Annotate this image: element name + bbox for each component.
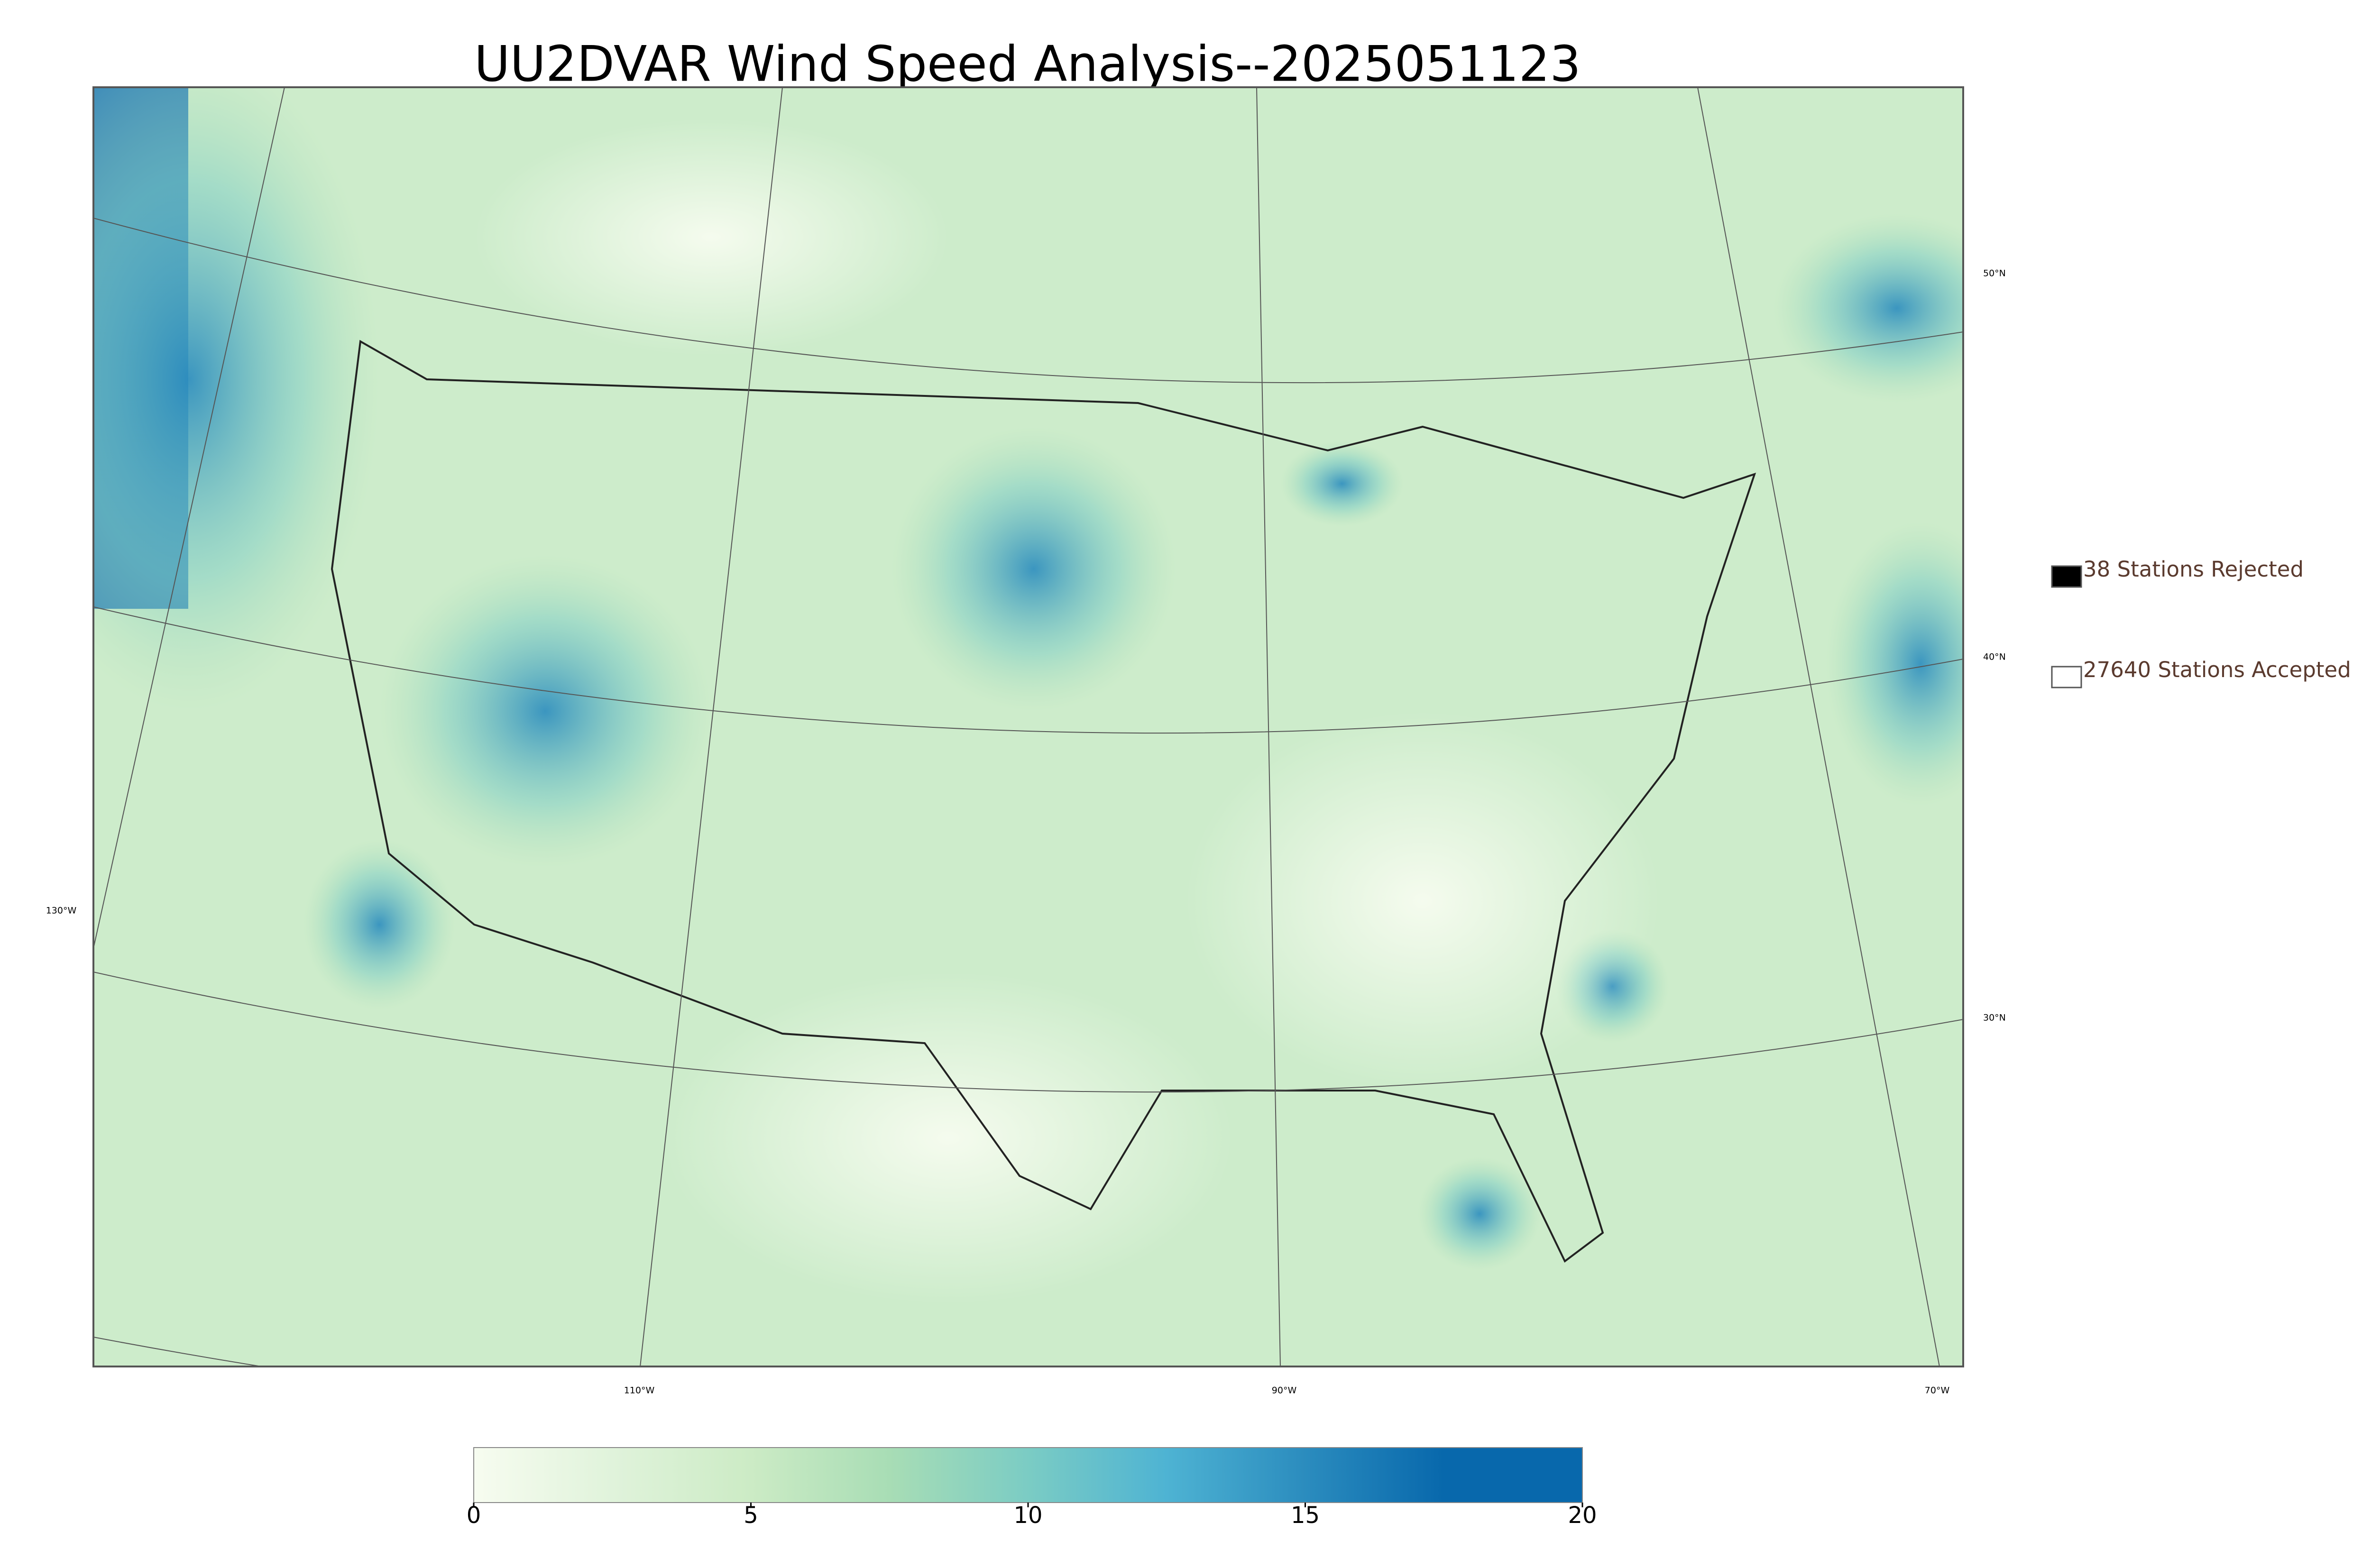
legend-swatch: [2051, 565, 2082, 588]
wind-blob: [1280, 441, 1404, 526]
calm-area: [664, 972, 1233, 1304]
legend-label: 27640 Stations Accepted: [2083, 657, 2351, 682]
legend: 38 Stations Rejected 27640 Stations Accep…: [2051, 557, 2351, 688]
map-frame: [92, 86, 1964, 1367]
lat-label: 30°N: [1983, 1013, 2006, 1023]
coastline: [331, 339, 1756, 1263]
colorbar-tick-label: 0: [467, 1502, 481, 1529]
title: UU2DVAR Wind Speed Analysis--2025051123: [474, 36, 1581, 92]
wind-blob: [379, 555, 711, 868]
colorbar-tick-label: 5: [744, 1502, 758, 1529]
wind-blob: [93, 87, 379, 711]
colorbar: 0 5 10 15 20: [467, 1447, 1597, 1529]
legend-label: 38 Stations Rejected: [2083, 557, 2304, 582]
colorbar-scale: [473, 1447, 1583, 1503]
wind-blob: [891, 427, 1176, 711]
colorbar-tick-label: 15: [1291, 1502, 1320, 1529]
calm-area: [1186, 711, 1660, 1091]
wind-blob: [1418, 1157, 1541, 1271]
colorbar-tick-label: 20: [1568, 1502, 1597, 1529]
legend-swatch: [2051, 666, 2082, 688]
graticule: [93, 87, 1940, 1366]
lon-label: 130°W: [46, 906, 77, 916]
colorbar-tick-label: 10: [1013, 1502, 1042, 1529]
map: [93, 87, 1963, 1366]
lon-label: 110°W: [624, 1385, 655, 1396]
lat-label: 40°N: [1983, 652, 2006, 662]
lat-label: 50°N: [1983, 268, 2006, 279]
lon-label: 90°W: [1272, 1385, 1297, 1396]
lon-label: 70°W: [1925, 1385, 1950, 1396]
wind-blob: [1826, 522, 1963, 806]
calm-area: [474, 119, 948, 356]
wind-blob: [303, 839, 455, 1010]
wind-blob: [1774, 213, 1963, 403]
graticule: [93, 218, 1963, 1366]
